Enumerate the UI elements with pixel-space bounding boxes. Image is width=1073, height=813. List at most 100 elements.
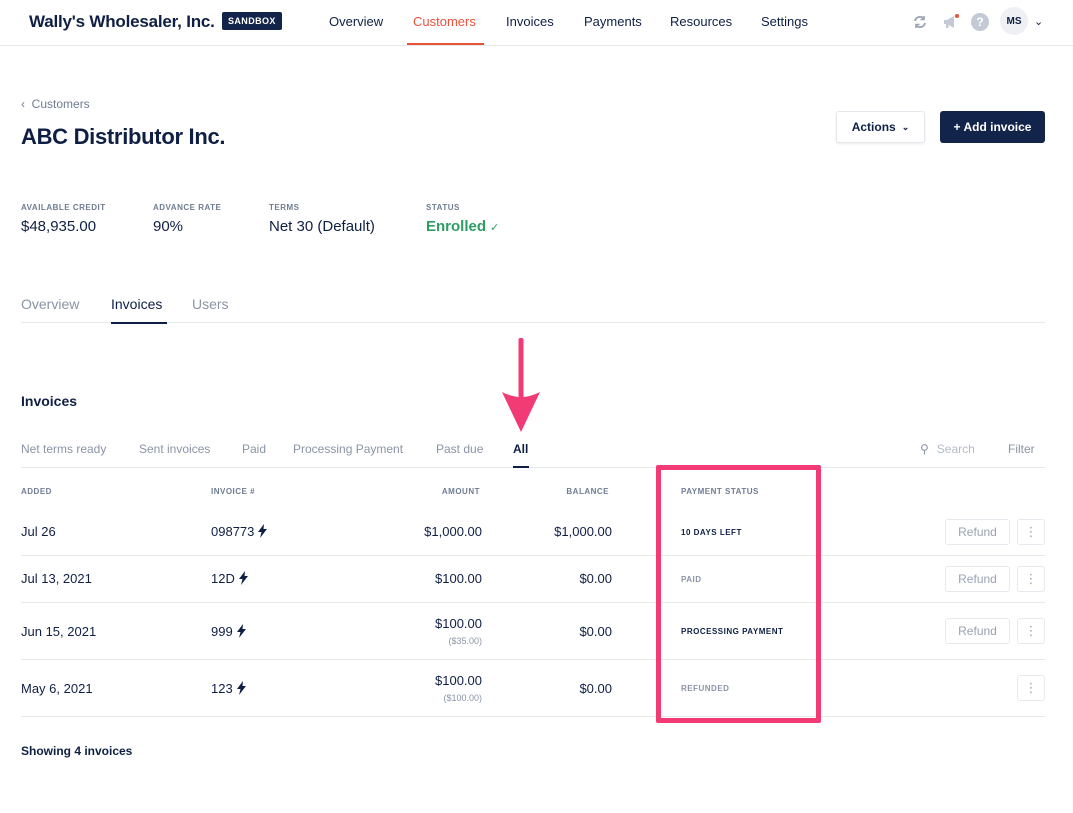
chevron-down-icon[interactable]: ⌄ <box>1034 16 1044 28</box>
balance: $0.00 <box>579 624 612 639</box>
refund-button[interactable]: Refund <box>945 566 1010 592</box>
more-options-icon[interactable]: ⋮ <box>1017 675 1045 701</box>
balance: $0.00 <box>579 681 612 696</box>
tab-users[interactable]: Users <box>192 296 229 312</box>
column-header-added[interactable]: ADDED <box>21 487 52 496</box>
balance: $0.00 <box>579 571 612 586</box>
invoice-count: Showing 4 invoices <box>21 744 133 758</box>
table-row[interactable]: Jul 13, 2021 12D $100.00 $0.00 PAID Refu… <box>21 556 1045 603</box>
invoice-number[interactable]: 12D <box>211 571 248 586</box>
stat-label: AVAILABLE CREDIT <box>21 203 106 212</box>
column-header-balance[interactable]: BALANCE <box>566 487 609 496</box>
added-date: Jul 26 <box>21 524 56 539</box>
tab-invoices[interactable]: Invoices <box>111 296 163 312</box>
help-icon[interactable]: ? <box>971 13 989 31</box>
invoices-section-title: Invoices <box>21 393 78 409</box>
refund-button[interactable]: Refund <box>945 618 1010 644</box>
stat-advance-rate: ADVANCE RATE 90% <box>153 203 221 235</box>
stat-value: $48,935.00 <box>21 218 97 235</box>
lightning-icon <box>258 524 268 538</box>
search-icon: ⚲ <box>920 442 929 456</box>
add-invoice-button[interactable]: + Add invoice <box>940 111 1045 143</box>
page-title: ABC Distributor Inc. <box>21 124 226 149</box>
balance: $1,000.00 <box>554 524 612 539</box>
invoice-number[interactable]: 999 <box>211 624 246 639</box>
stat-label: TERMS <box>269 203 300 212</box>
actions-label: Actions <box>851 120 896 134</box>
tab-overview[interactable]: Overview <box>21 296 80 312</box>
added-date: Jun 15, 2021 <box>21 624 97 639</box>
added-date: Jul 13, 2021 <box>21 571 92 586</box>
active-filter-indicator <box>513 466 529 468</box>
status-badge: 10 DAYS LEFT <box>681 528 742 537</box>
table-row[interactable]: Jul 26 098773 $1,000.00 $1,000.00 10 DAY… <box>21 509 1045 556</box>
filter-all[interactable]: All <box>513 442 529 456</box>
filter-paid[interactable]: Paid <box>242 442 267 456</box>
invoice-number[interactable]: 123 <box>211 681 246 696</box>
column-header-amount[interactable]: AMOUNT <box>441 487 480 496</box>
megaphone-icon[interactable] <box>942 13 960 31</box>
column-header-payment-status[interactable]: PAYMENT STATUS <box>681 487 759 496</box>
annotation-arrow-icon <box>502 338 540 432</box>
actions-button[interactable]: Actions ⌄ <box>836 111 925 143</box>
active-tab-indicator <box>111 322 167 324</box>
added-date: May 6, 2021 <box>21 681 93 696</box>
top-navigation-bar: Wally's Wholesaler, Inc. ⌄ SANDBOX Overv… <box>0 0 1073 46</box>
invoice-number-text: 098773 <box>211 524 255 539</box>
active-nav-indicator <box>407 43 484 45</box>
invoice-filters: Net terms ready Sent invoices Paid Proce… <box>21 442 1045 468</box>
table-row[interactable]: Jun 15, 2021 999 $100.00 ($35.00) $0.00 … <box>21 603 1045 660</box>
sandbox-badge: SANDBOX <box>222 12 282 30</box>
nav-overview[interactable]: Overview <box>329 14 384 29</box>
payment-status-highlight-box <box>656 465 821 723</box>
company-switcher[interactable]: Wally's Wholesaler, Inc. ⌄ <box>29 12 229 32</box>
nav-invoices[interactable]: Invoices <box>506 14 554 29</box>
filter-button[interactable]: Filter <box>1008 442 1035 456</box>
search-placeholder: Search <box>936 442 975 456</box>
stat-label: STATUS <box>426 203 460 212</box>
nav-settings[interactable]: Settings <box>761 14 808 29</box>
stat-value: 90% <box>153 218 184 235</box>
stat-status: STATUS Enrolled ✓ <box>426 203 499 235</box>
user-avatar[interactable]: MS <box>1000 7 1028 35</box>
status-badge: REFUNDED <box>681 684 730 693</box>
status-badge: PAID <box>681 575 702 584</box>
checkmark-icon: ✓ <box>490 222 500 234</box>
invoice-number-text: 12D <box>211 571 235 586</box>
sync-icon[interactable] <box>911 13 929 31</box>
invoice-number[interactable]: 098773 <box>211 524 268 539</box>
filter-processing-payment[interactable]: Processing Payment <box>293 442 404 456</box>
filter-net-terms-ready[interactable]: Net terms ready <box>21 442 107 456</box>
column-header-invoice[interactable]: INVOICE # <box>211 487 256 496</box>
customer-tabs: Overview Invoices Users <box>21 296 1045 323</box>
amount: $100.00 <box>435 673 482 688</box>
table-row[interactable]: May 6, 2021 123 $100.00 ($100.00) $0.00 … <box>21 660 1045 717</box>
stat-available-credit: AVAILABLE CREDIT $48,935.00 <box>21 203 106 235</box>
filter-sent-invoices[interactable]: Sent invoices <box>139 442 211 456</box>
chevron-down-icon: ⌄ <box>901 121 910 132</box>
amount: $1,000.00 <box>424 524 482 539</box>
more-options-icon[interactable]: ⋮ <box>1017 519 1045 545</box>
lightning-icon <box>236 624 246 638</box>
amount: $100.00 <box>435 616 482 631</box>
more-options-icon[interactable]: ⋮ <box>1017 618 1045 644</box>
amount: $100.00 <box>435 571 482 586</box>
invoice-number-text: 999 <box>211 624 233 639</box>
company-name: Wally's Wholesaler, Inc. <box>29 12 215 31</box>
stat-terms: TERMS Net 30 (Default) <box>269 203 375 235</box>
amount-refunded: ($35.00) <box>448 636 482 646</box>
lightning-icon <box>238 571 248 585</box>
more-options-icon[interactable]: ⋮ <box>1017 566 1045 592</box>
nav-payments[interactable]: Payments <box>584 14 642 29</box>
nav-resources[interactable]: Resources <box>670 14 733 29</box>
invoice-number-text: 123 <box>211 681 233 696</box>
refund-button[interactable]: Refund <box>945 519 1010 545</box>
stat-value: Net 30 (Default) <box>269 218 375 235</box>
breadcrumb[interactable]: ‹ Customers <box>21 97 90 111</box>
filter-past-due[interactable]: Past due <box>436 442 484 456</box>
amount-refunded: ($100.00) <box>443 693 482 703</box>
search-input[interactable]: ⚲ Search <box>920 442 975 456</box>
stat-label: ADVANCE RATE <box>153 203 222 212</box>
status-badge: PROCESSING PAYMENT <box>681 627 784 636</box>
nav-customers[interactable]: Customers <box>413 14 476 29</box>
